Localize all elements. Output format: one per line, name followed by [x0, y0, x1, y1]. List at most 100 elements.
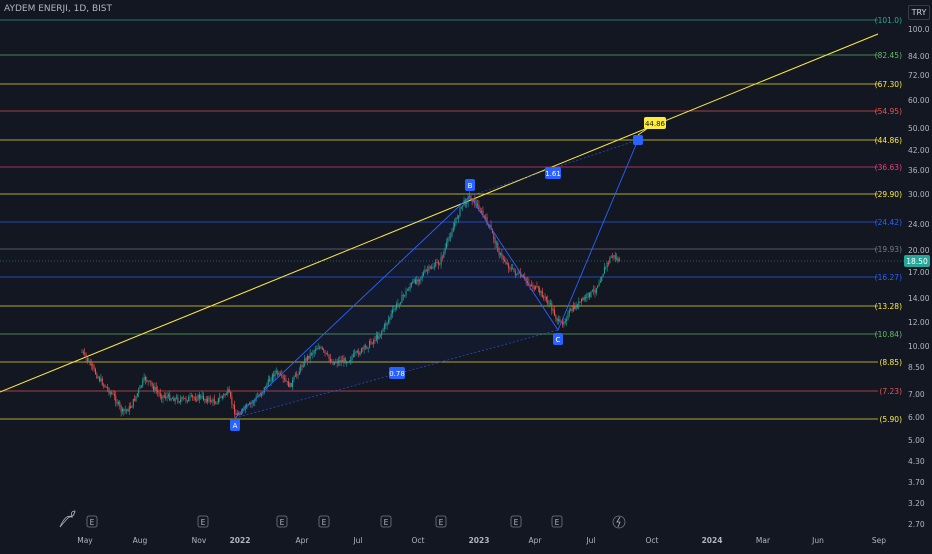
candle-body [208, 397, 210, 399]
time-tick: Oct [412, 536, 425, 545]
candle-body [126, 409, 128, 411]
candle-body [301, 365, 303, 367]
price-tick: 7.00 [908, 390, 925, 399]
earnings-marker[interactable] [318, 515, 330, 528]
candle-body [203, 395, 204, 400]
candle-body [324, 350, 326, 354]
candle-body [162, 395, 164, 399]
candle-body [124, 410, 126, 411]
candle-body [464, 199, 466, 205]
candle-body [404, 295, 406, 297]
price-axis: 100.0 84.00 72.00 60.00 50.00 42.00 36.00 30.00… [0, 25, 930, 529]
candle-body [294, 374, 296, 377]
candle-body [159, 393, 161, 397]
candle-body [157, 390, 159, 393]
price-tick: 5.00 [908, 436, 925, 445]
candle-body [236, 412, 238, 416]
candle-body [570, 309, 572, 311]
candle-body [265, 387, 267, 389]
candle-body [441, 256, 443, 258]
candle-body [81, 351, 83, 353]
candle-body [284, 378, 285, 380]
candle-body [516, 274, 518, 275]
candle-body [190, 395, 192, 397]
ratio-bc-label [545, 167, 561, 179]
candle-body [466, 202, 468, 205]
candle-body [370, 341, 372, 343]
candle-body [558, 319, 560, 321]
candle-body [319, 347, 321, 349]
candle-body [609, 257, 611, 263]
point-c-label-text: C [556, 336, 561, 344]
candle-body [338, 360, 339, 364]
candle-body [616, 258, 618, 259]
candle-body [605, 266, 607, 268]
candle-body [155, 386, 157, 391]
candle-body [111, 392, 113, 394]
candle-body [431, 266, 433, 269]
candle-body [320, 347, 322, 349]
candle-body [161, 396, 163, 399]
earnings-marker[interactable] [380, 515, 392, 528]
flash-icon[interactable] [612, 515, 626, 529]
candle-body [359, 353, 361, 355]
candle-body [197, 394, 199, 401]
candle-body [543, 296, 545, 298]
earnings-marker[interactable] [435, 515, 447, 528]
fib-label: (54.95) [875, 107, 902, 116]
candle-body [482, 210, 484, 216]
target-handle [633, 135, 643, 145]
candle-body [531, 285, 533, 286]
earnings-marker[interactable] [276, 515, 288, 528]
candle-body [217, 397, 219, 403]
earnings-marker[interactable] [510, 515, 522, 528]
candle-body [198, 394, 200, 399]
candle-body [590, 291, 592, 298]
price-tick: 17.00 [908, 268, 930, 277]
fib-label: (8.85) [879, 358, 902, 367]
candle-body [270, 380, 272, 382]
candle-body [589, 292, 591, 298]
candle-body [444, 247, 446, 252]
candle-body [134, 398, 136, 401]
candle-body [288, 381, 290, 387]
candle-body [541, 291, 543, 298]
time-tick: Apr [529, 536, 543, 545]
candle-body [213, 399, 215, 404]
candle-body [142, 380, 144, 386]
candle-body [614, 255, 616, 259]
candle-body [425, 269, 427, 271]
candle-body [545, 296, 547, 301]
candle-body [109, 392, 111, 394]
candle-body [219, 397, 221, 399]
candle-body [180, 399, 182, 402]
candle-body [437, 262, 439, 265]
candle-body [340, 360, 342, 363]
currency-button[interactable]: TRY [908, 5, 930, 20]
fib-label: (44.86) [875, 136, 902, 145]
candle-body [176, 397, 177, 399]
candle-body [128, 406, 130, 412]
candle-body [104, 384, 106, 387]
candle-body [381, 331, 383, 335]
price-tick: 3.70 [908, 478, 925, 487]
fib-label: (16.27) [875, 273, 902, 282]
candle-body [304, 358, 306, 366]
candle-body [188, 397, 190, 402]
candle-body [583, 297, 585, 301]
earnings-marker[interactable] [197, 515, 209, 528]
candle-body [365, 345, 366, 347]
candle-body [487, 224, 489, 226]
candle-body [525, 277, 527, 282]
price-tick: 42.00 [908, 146, 930, 155]
candle-body [406, 289, 408, 291]
candle-body [331, 361, 333, 363]
candle-body [483, 215, 485, 217]
earnings-marker[interactable] [86, 515, 98, 528]
time-axis: May Aug Nov 2022 Apr Jul Oct 2023 Apr Jul Oct 2024 M… [77, 536, 886, 545]
candle-body [491, 229, 493, 234]
dino-icon[interactable] [59, 510, 76, 528]
earnings-marker[interactable] [551, 515, 563, 528]
